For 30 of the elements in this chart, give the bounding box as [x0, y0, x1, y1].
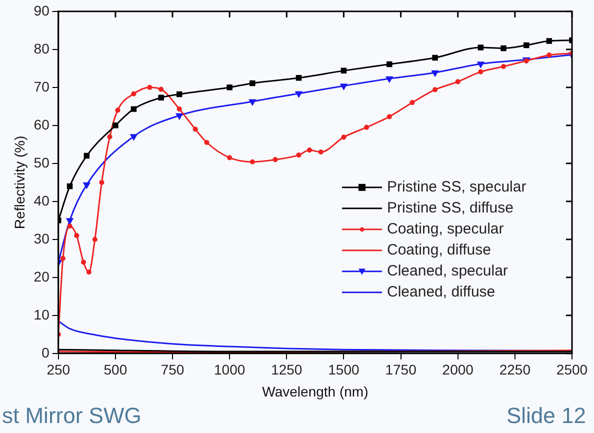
y-tick-label: 20 — [34, 268, 50, 284]
text: Slide 12 — [506, 403, 586, 429]
x-tick-label: 1250 — [271, 362, 302, 378]
legend-label: Pristine SS, diffuse — [387, 200, 514, 217]
legend-label: Cleaned, diffuse — [387, 284, 496, 301]
x-tick-label: 1000 — [214, 362, 246, 378]
y-axis-title: Reflectivity (%) — [11, 136, 28, 230]
y-tick-label: 30 — [34, 230, 50, 246]
legend-label: Pristine SS, specular — [387, 178, 526, 196]
y-tick-label: 70 — [34, 78, 50, 94]
x-tick-label: 750 — [160, 362, 184, 378]
y-tick-label: 10 — [34, 306, 50, 322]
x-tick-label: 2000 — [442, 362, 474, 378]
text: st Mirror SWG — [2, 403, 142, 429]
x-tick-label: 250 — [46, 362, 70, 378]
legend-label: Cleaned, specular — [387, 262, 508, 280]
y-tick-label: 90 — [34, 2, 50, 18]
x-tick-label: 500 — [104, 362, 128, 378]
x-tick-label: 1500 — [328, 362, 360, 378]
x-tick-label: 2500 — [556, 362, 588, 378]
y-tick-label: 0 — [42, 344, 50, 360]
y-tick-label: 40 — [34, 192, 50, 208]
y-tick-label: 80 — [34, 40, 50, 56]
x-tick-label: 1750 — [385, 362, 417, 378]
y-tick-label: 60 — [34, 116, 50, 132]
legend-label: Coating, specular — [387, 220, 504, 238]
x-tick-label: 2250 — [499, 362, 531, 378]
legend-label: Coating, diffuse — [387, 242, 491, 259]
x-axis-title: Wavelength (nm) — [262, 383, 368, 400]
y-tick-label: 50 — [34, 154, 50, 170]
